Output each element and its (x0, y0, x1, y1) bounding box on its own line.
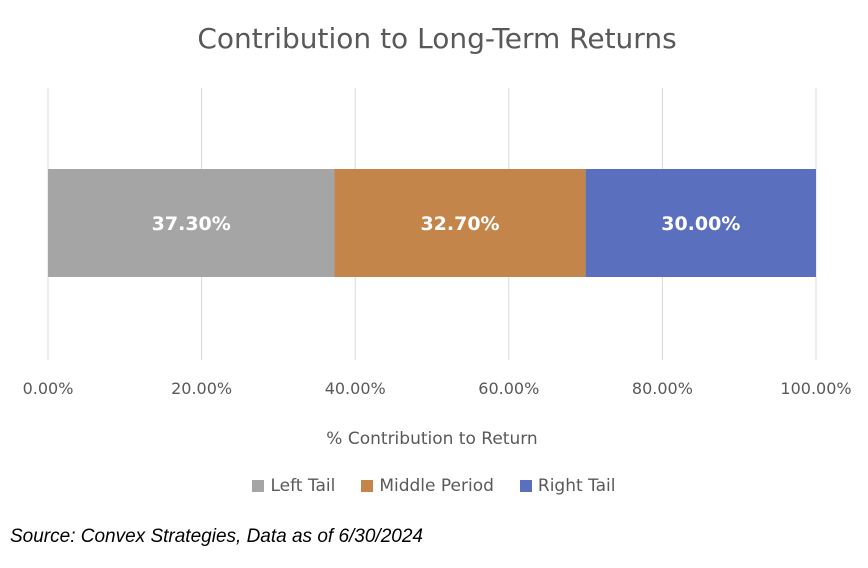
data-label: 37.30% (152, 213, 231, 235)
legend-item: Left Tail (252, 476, 335, 496)
bar-segment (48, 169, 335, 277)
x-tick-label: 80.00% (632, 379, 693, 398)
legend-swatch (361, 480, 374, 492)
legend-label: Left Tail (270, 476, 336, 496)
data-label: 32.70% (420, 213, 499, 235)
x-tick-label: 20.00% (171, 379, 232, 398)
source-note: Source: Convex Strategies, Data as of 6/… (10, 526, 423, 547)
legend-label: Middle Period (379, 476, 494, 496)
data-labels: 37.30% 32.70% 30.00% (152, 213, 741, 235)
x-tick-label: 0.00% (23, 379, 74, 398)
chart-legend: Left Tail Middle Period Right Tail (0, 476, 868, 496)
legend-swatch (519, 480, 532, 492)
legend-item: Middle Period (361, 476, 494, 496)
x-axis-ticks: 0.00% 20.00% 40.00% 60.00% 80.00% 100.00% (23, 379, 852, 398)
bar-segment (585, 169, 816, 277)
x-tick-label: 40.00% (325, 379, 386, 398)
x-tick-label: 60.00% (478, 379, 539, 398)
stacked-bar-chart: Contribution to Long-Term Returns 37.30%… (23, 22, 852, 449)
bar-segment (334, 169, 586, 277)
legend-label: Right Tail (537, 476, 616, 496)
x-tick-label: 100.00% (780, 379, 851, 398)
chart-title: Contribution to Long-Term Returns (197, 22, 676, 55)
chart-area: Contribution to Long-Term Returns 37.30%… (23, 22, 852, 449)
legend-item: Right Tail (519, 476, 616, 496)
x-axis-label: % Contribution to Return (326, 429, 537, 449)
data-label: 30.00% (661, 213, 740, 235)
legend-swatch (252, 480, 265, 492)
bar-segments (48, 169, 816, 277)
